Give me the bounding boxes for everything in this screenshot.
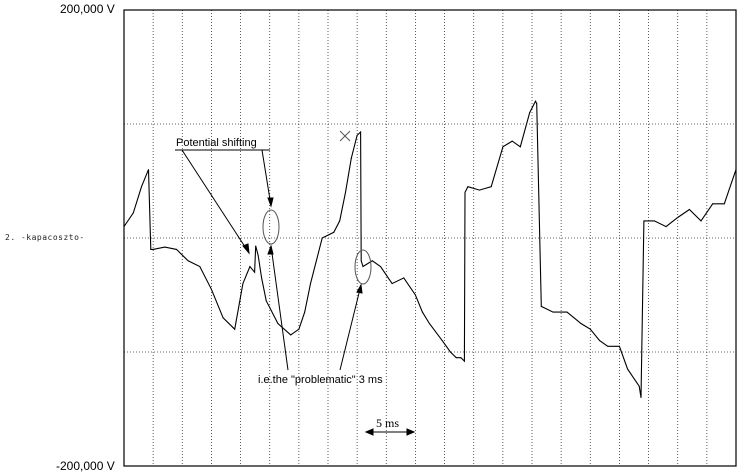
data-point [362, 266, 364, 267]
data-point [460, 357, 462, 359]
data-point [455, 357, 457, 359]
data-point [640, 397, 642, 399]
annotation-problematic: i.e.the "problematic" 3 ms [258, 374, 383, 386]
data-point [519, 146, 521, 148]
potential-shifting-arrows [181, 149, 274, 255]
data-point [464, 191, 466, 193]
data-point [277, 323, 279, 324]
data-point [607, 345, 609, 347]
data-point [552, 311, 554, 313]
data-point [222, 317, 224, 319]
data-point [290, 334, 292, 336]
data-point [360, 260, 362, 262]
data-point [511, 140, 513, 142]
data-point [490, 186, 492, 188]
data-point [535, 100, 536, 102]
data-point [449, 351, 451, 353]
data-point [176, 248, 177, 250]
series-line [123, 99, 737, 398]
data-point [618, 345, 620, 347]
series-points [123, 100, 737, 399]
data-point [502, 146, 504, 148]
data-point [234, 328, 236, 330]
data-point [371, 260, 373, 262]
data-point [321, 237, 323, 239]
data-point [261, 277, 263, 279]
data-point [421, 311, 423, 313]
data-point [599, 340, 601, 342]
data-point [150, 248, 152, 250]
data-point [529, 112, 531, 114]
y-axis-bottom-label: -200,000 V [56, 459, 115, 473]
data-point [467, 186, 469, 188]
data-point [700, 220, 702, 222]
data-point [187, 260, 189, 262]
data-point [653, 220, 655, 222]
data-point [152, 248, 154, 250]
data-point [723, 203, 725, 205]
data-point [333, 231, 335, 233]
data-point [249, 266, 251, 267]
data-point [403, 277, 405, 279]
data-point [242, 283, 244, 285]
data-point [566, 311, 568, 313]
data-point [589, 328, 591, 330]
data-point [350, 157, 352, 159]
data-point [255, 245, 257, 247]
annotation-5ms: 5 ms [376, 416, 399, 430]
data-point [677, 217, 679, 218]
data-point [164, 246, 166, 248]
data-point [391, 283, 393, 285]
data-point [536, 103, 538, 104]
annotation-potential-shifting: Potential shifting [176, 137, 257, 149]
data-point [356, 134, 358, 136]
data-point [643, 220, 645, 222]
data-point [339, 220, 341, 222]
data-point [298, 328, 300, 330]
channel-label: 2. -kapacoszto- [5, 233, 85, 242]
data-point [254, 271, 256, 273]
data-point [688, 209, 690, 210]
data-point [265, 300, 267, 302]
data-point [428, 323, 430, 324]
peak-cross-marker [339, 130, 351, 142]
data-point [735, 169, 737, 171]
data-point [345, 191, 346, 193]
highlight-ellipse-1 [262, 209, 280, 245]
data-point [360, 131, 362, 133]
data-point [463, 360, 465, 362]
data-point [257, 254, 259, 256]
data-point [380, 266, 381, 267]
data-point [210, 288, 212, 290]
data-point [638, 385, 640, 387]
data-point [199, 266, 201, 267]
data-point [123, 226, 125, 228]
y-axis-top-label: 200,000 V [60, 2, 115, 16]
data-point [627, 368, 629, 370]
data-point [665, 226, 667, 228]
data-point [441, 340, 443, 342]
plot-frame [123, 9, 737, 467]
grid-lines [124, 10, 736, 466]
data-point [304, 311, 306, 313]
data-point [310, 283, 311, 285]
data-point [712, 203, 714, 205]
data-point [132, 212, 134, 214]
data-point [540, 305, 542, 307]
problematic-arrows [267, 244, 363, 371]
data-point [414, 294, 416, 296]
data-point [141, 186, 142, 188]
data-point [148, 169, 149, 171]
data-point [580, 323, 582, 324]
data-point [479, 189, 480, 191]
highlight-ellipse-2 [354, 249, 372, 285]
time-scale-bar [364, 428, 416, 436]
